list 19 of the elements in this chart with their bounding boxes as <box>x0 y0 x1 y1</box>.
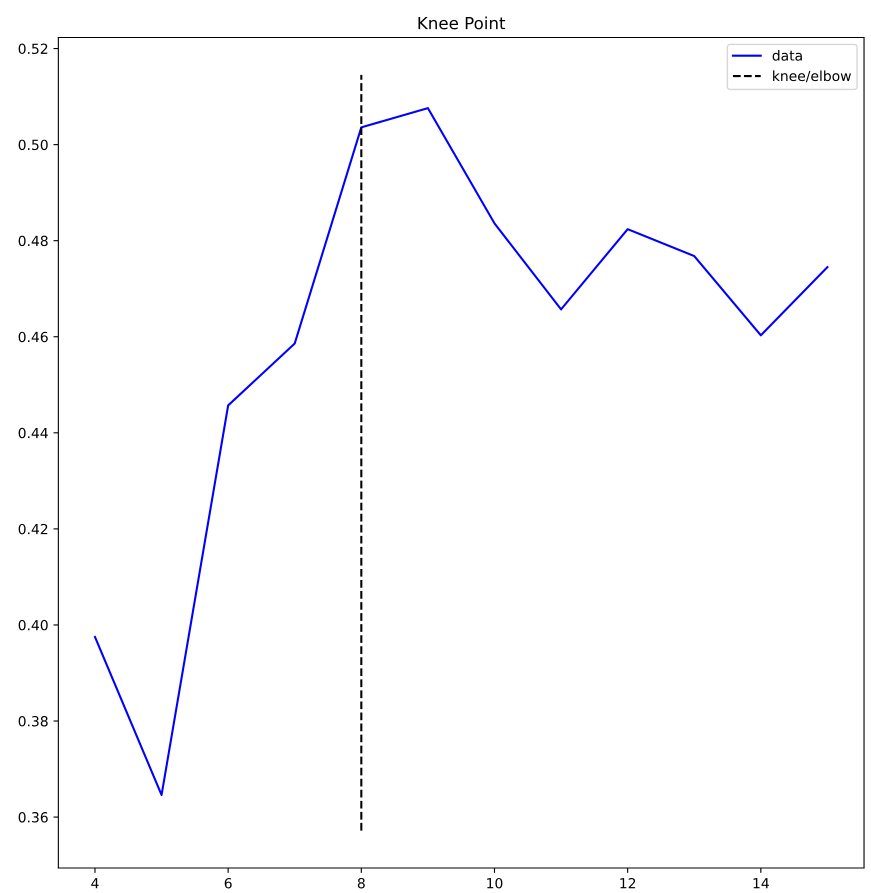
y-tick-label: 0.42 <box>18 524 48 534</box>
x-tick-label: 12 <box>620 878 636 888</box>
y-tick-label: 0.50 <box>18 140 48 150</box>
x-tick-label: 4 <box>91 878 99 888</box>
x-tick-label: 14 <box>754 878 769 888</box>
y-tick-label: 0.36 <box>18 812 48 823</box>
y-tick-label: 0.44 <box>18 428 48 438</box>
y-tick-label: 0.40 <box>18 620 48 630</box>
y-tick-label: 0.38 <box>18 716 48 726</box>
legend-label: data <box>772 50 802 61</box>
x-tick-label: 6 <box>224 878 232 888</box>
y-tick-label: 0.48 <box>18 236 48 246</box>
ref-line-label: knee/elbow <box>773 70 851 82</box>
y-tick-label: 0.52 <box>18 44 48 54</box>
x-tick-label: 10 <box>487 878 502 888</box>
x-tick-label: 8 <box>358 878 365 888</box>
chart-title: Knee Point <box>418 16 506 30</box>
y-tick-label: 0.46 <box>18 332 48 342</box>
line-series <box>94 107 828 796</box>
